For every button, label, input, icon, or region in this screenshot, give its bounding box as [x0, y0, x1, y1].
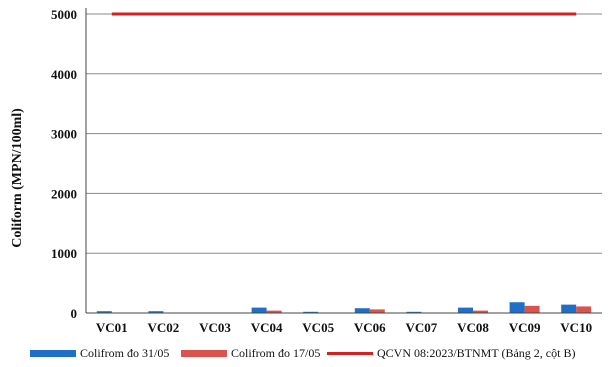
- bar: [561, 304, 577, 313]
- x-tick-label: VC03: [199, 320, 231, 335]
- y-tick-label: 4000: [51, 67, 77, 82]
- legend-label-series-3: QCVN 08:2023/BTNMT (Bảng 2, cột B): [377, 346, 576, 360]
- x-tick-label: VC08: [457, 320, 489, 335]
- legend-swatch-red: [181, 350, 227, 357]
- bar: [354, 308, 370, 313]
- x-tick-labels: VC01 VC02 VC03 VC04 VC05 VC06 VC07 VC08 VC09 VC10: [96, 320, 592, 335]
- legend-swatch-line: [327, 352, 373, 355]
- y-tick-label: 3000: [51, 127, 77, 142]
- y-tick-label: 2000: [51, 186, 77, 201]
- legend-label-series-1: Colifrom đo 31/05: [80, 346, 170, 360]
- bar: [576, 306, 592, 313]
- y-tick-label: 1000: [51, 246, 77, 261]
- bar: [303, 311, 319, 313]
- chart-area: 0 1000 2000 3000 4000 5000 Coliform (MPN/100m…: [10, 7, 602, 335]
- y-tick-label: 5000: [51, 7, 77, 22]
- bar: [458, 307, 473, 313]
- bar: [251, 307, 267, 313]
- bar: [406, 311, 422, 313]
- legend-swatch-blue: [30, 350, 76, 357]
- bar: [369, 309, 385, 313]
- bar: [266, 310, 282, 313]
- x-tick-label: VC01: [96, 320, 128, 335]
- x-tick-label: VC04: [251, 320, 283, 335]
- bars-group: [96, 302, 592, 313]
- bar: [509, 302, 525, 313]
- legend-item-series-3: QCVN 08:2023/BTNMT (Bảng 2, cột B): [327, 346, 575, 361]
- gridlines: [86, 13, 602, 254]
- legend-item-series-2: Colifrom đo 17/05: [181, 346, 320, 361]
- bar: [96, 311, 112, 313]
- y-tick-label: 0: [71, 306, 78, 321]
- x-tick-label: VC10: [560, 320, 592, 335]
- legend-label-series-2: Colifrom đo 17/05: [231, 346, 321, 360]
- bar: [473, 310, 488, 313]
- x-tick-label: VC09: [509, 320, 541, 335]
- legend-item-series-1: Colifrom đo 31/05: [30, 346, 169, 361]
- x-tick-label: VC07: [406, 320, 438, 335]
- bar: [524, 305, 540, 313]
- x-tick-label: VC05: [302, 320, 334, 335]
- x-tick-label: VC02: [148, 320, 180, 335]
- bar: [148, 311, 164, 313]
- y-axis-label: Coliform (MPN/100ml): [10, 108, 25, 248]
- x-tick-label: VC06: [354, 320, 386, 335]
- y-tick-labels: 0 1000 2000 3000 4000 5000: [51, 7, 77, 321]
- legend: Colifrom đo 31/05 Colifrom đo 17/05 QCVN…: [0, 346, 610, 364]
